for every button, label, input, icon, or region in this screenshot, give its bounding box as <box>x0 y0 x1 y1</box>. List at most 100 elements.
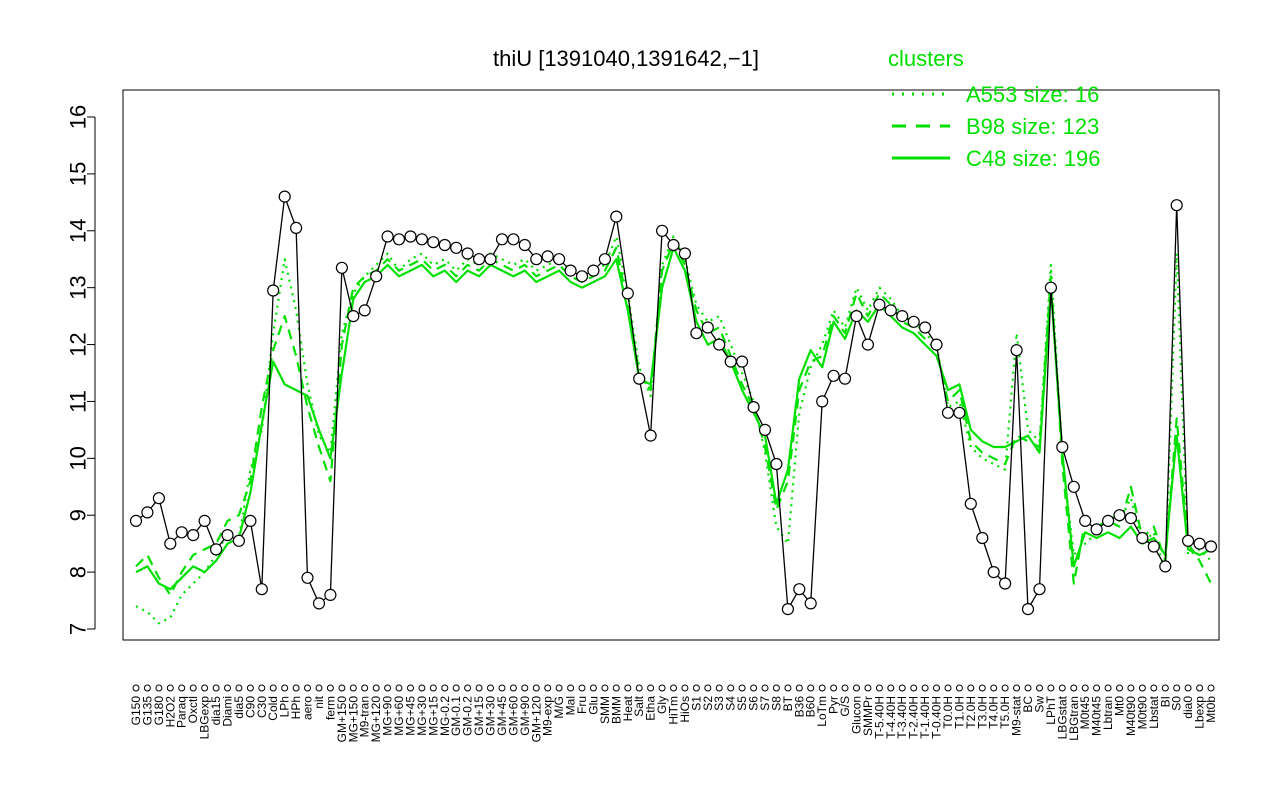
data-point <box>827 369 840 382</box>
y-tick-label: 10 <box>66 446 91 470</box>
data-point <box>164 537 177 550</box>
x-tick-label: T0.0H <box>941 696 955 729</box>
x-tick-label: M0t90 <box>1135 696 1149 730</box>
x-rug-marker <box>441 684 449 692</box>
x-rug-marker <box>384 684 392 692</box>
x-tick-label: GM-0.1 <box>449 696 463 736</box>
y-tick-label: 11 <box>66 390 91 413</box>
x-rug-marker <box>326 684 334 692</box>
x-tick-label: ferm <box>323 696 337 720</box>
x-rug-marker <box>864 684 872 692</box>
x-tick-label: T-4.40H <box>884 696 898 739</box>
x-rug-marker <box>418 684 426 692</box>
x-rug-marker <box>1070 684 1078 692</box>
data-point <box>518 238 531 252</box>
y-tick-label: 8 <box>66 566 91 578</box>
x-rug-marker <box>304 684 311 692</box>
x-tick-label: Etha <box>644 696 658 721</box>
data-point <box>495 233 509 246</box>
data-point <box>392 233 406 246</box>
x-rug-marker <box>853 684 860 692</box>
x-tick-label: S1 <box>689 696 703 711</box>
data-point <box>1170 199 1183 212</box>
data-point <box>1010 344 1023 357</box>
data-point <box>804 597 817 610</box>
x-rug-marker <box>292 684 300 692</box>
data-point <box>278 190 291 203</box>
data-point <box>541 250 554 263</box>
x-rug-marker <box>841 684 849 692</box>
x-rug-marker <box>635 684 643 692</box>
x-rug-marker <box>750 684 758 692</box>
y-tick-label: 13 <box>66 275 91 299</box>
points-layer <box>129 190 1218 616</box>
x-tick-label: HiTm <box>667 696 681 725</box>
data-point <box>987 565 1000 579</box>
x-rug-marker <box>990 684 998 692</box>
series-layer <box>135 195 1212 625</box>
x-rug-marker <box>1013 684 1021 692</box>
x-tick-label: Glucon <box>850 696 864 734</box>
data-point <box>564 264 577 277</box>
x-tick-label: M40t45 <box>1090 696 1104 736</box>
data-point <box>129 514 143 528</box>
x-tick-label: Cold <box>266 696 280 721</box>
x-rug-marker <box>201 684 209 692</box>
x-rug-marker <box>155 684 163 692</box>
x-tick-label: MG+150 <box>346 696 360 743</box>
data-point <box>816 395 829 408</box>
x-rug-marker <box>224 684 231 692</box>
legend-label-a553: A553 size: 16 <box>966 82 1099 107</box>
data-point <box>587 264 600 277</box>
x-tick-label: M9-exp <box>541 696 555 736</box>
x-tick-label: B36 <box>792 696 806 718</box>
x-rug-marker <box>166 684 174 692</box>
data-point <box>232 534 245 547</box>
x-tick-label: HiOs <box>678 696 692 723</box>
x-tick-label: Lbtran <box>1101 696 1115 730</box>
x-tick-label: GM+90 <box>518 696 532 736</box>
legend-label-c48: C48 size: 196 <box>966 146 1101 171</box>
x-rug-marker <box>361 684 369 692</box>
x-tick-label: Gly <box>655 696 669 714</box>
x-tick-label: MG+90 <box>381 696 395 736</box>
x-rug-marker <box>1058 684 1066 692</box>
series-line-dashed <box>135 241 1212 597</box>
x-tick-label: LBGexp <box>198 696 212 740</box>
data-point <box>896 310 909 323</box>
x-rug-marker <box>589 684 597 692</box>
x-rug-marker <box>807 684 815 692</box>
x-rug-marker <box>1081 684 1089 692</box>
data-point <box>530 253 543 266</box>
data-point <box>427 236 440 249</box>
x-rug-marker <box>246 684 254 692</box>
x-tick-label: C90 <box>243 696 257 718</box>
y-tick-label: 12 <box>66 332 91 356</box>
data-point <box>1181 534 1195 547</box>
data-point <box>976 531 989 545</box>
data-point <box>438 238 451 252</box>
x-tick-label: T-1.40H <box>918 696 932 739</box>
series-line-solid <box>135 195 1212 610</box>
x-tick-label: Mal <box>564 696 578 715</box>
data-point <box>1044 281 1058 294</box>
x-tick-label: BI <box>1158 696 1172 707</box>
data-point <box>1193 537 1206 550</box>
x-rug-marker <box>624 684 632 692</box>
data-point <box>141 506 154 519</box>
legend: clusters A553 size: 16 B98 size: 123 C48… <box>888 46 1101 171</box>
x-rug-marker <box>921 684 929 692</box>
x-tick-label: GM+60 <box>506 696 520 736</box>
x-rug-marker <box>944 684 952 692</box>
data-point <box>964 497 977 510</box>
x-rug-marker <box>1184 684 1192 692</box>
x-tick-label: S5 <box>735 696 749 711</box>
x-rug-marker <box>258 684 266 692</box>
x-tick-label: Oxctl <box>186 696 200 723</box>
x-rug-marker <box>601 684 609 692</box>
data-point <box>1147 540 1160 553</box>
x-tick-label: Mt0 <box>1113 696 1127 716</box>
x-tick-label: GM+15 <box>472 696 486 736</box>
data-point <box>507 233 520 246</box>
